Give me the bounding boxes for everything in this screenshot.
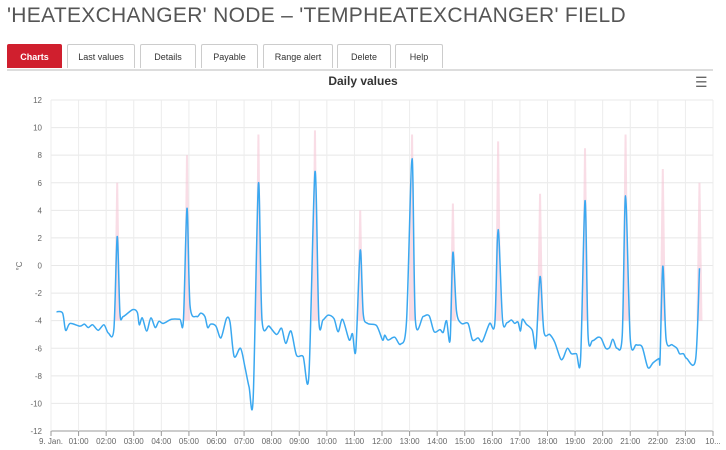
x-tick-label: 03:00: [124, 437, 145, 446]
y-tick-label: -8: [35, 372, 43, 381]
y-tick-label: 10: [33, 124, 42, 133]
tab-delete[interactable]: Delete: [337, 44, 391, 68]
x-tick-label: 10...: [705, 437, 721, 446]
page-title: 'HEATEXCHANGER' NODE – 'TEMPHEATEXCHANGE…: [7, 4, 626, 27]
x-tick-label: 20:00: [593, 437, 614, 446]
range-band: [255, 134, 262, 321]
y-tick-label: 6: [38, 179, 43, 188]
x-tick-label: 15:00: [455, 437, 476, 446]
x-tick-label: 13:00: [400, 437, 421, 446]
x-tick-label: 04:00: [151, 437, 172, 446]
x-tick-label: 10:00: [317, 437, 338, 446]
y-tick-label: -10: [30, 399, 42, 408]
x-tick-label: 18:00: [537, 437, 558, 446]
x-tick-label: 02:00: [96, 437, 117, 446]
tab-charts[interactable]: Charts: [7, 44, 62, 68]
x-tick-label: 01:00: [69, 437, 90, 446]
hamburger-menu-icon[interactable]: ☰: [695, 74, 708, 90]
y-axis-title: °C: [15, 261, 24, 270]
series-line: [56, 157, 701, 411]
y-tick-label: -6: [35, 344, 43, 353]
tab-payable[interactable]: Payable: [201, 44, 258, 68]
x-tick-label: 22:00: [648, 437, 669, 446]
range-band: [696, 182, 703, 321]
y-tick-label: 12: [33, 96, 42, 105]
x-tick-label: 23:00: [675, 437, 696, 446]
x-tick-label: 05:00: [179, 437, 200, 446]
y-tick-label: -12: [30, 427, 42, 436]
range-band: [311, 130, 318, 321]
tab-range-alert[interactable]: Range alert: [263, 44, 333, 68]
x-tick-label: 07:00: [234, 437, 255, 446]
x-tick-label: 19:00: [565, 437, 586, 446]
tab-bar: Charts Last values Details Payable Range…: [7, 44, 713, 71]
x-tick-label: 9. Jan.: [39, 437, 63, 446]
chart-title: Daily values: [328, 74, 398, 88]
x-tick-label: 17:00: [510, 437, 531, 446]
y-tick-label: 0: [38, 262, 43, 271]
y-tick-label: 4: [38, 206, 43, 215]
tab-last-values[interactable]: Last values: [67, 44, 135, 68]
x-tick-label: 06:00: [206, 437, 227, 446]
y-tick-label: -2: [35, 289, 43, 298]
x-tick-label: 21:00: [620, 437, 641, 446]
tab-details[interactable]: Details: [140, 44, 196, 68]
tab-help[interactable]: Help: [395, 44, 443, 68]
y-tick-label: -4: [35, 317, 43, 326]
x-tick-label: 16:00: [482, 437, 503, 446]
x-tick-label: 12:00: [372, 437, 393, 446]
x-tick-label: 14:00: [427, 437, 448, 446]
y-tick-label: 2: [38, 234, 43, 243]
y-tick-label: 8: [38, 151, 43, 160]
x-tick-label: 11:00: [345, 437, 365, 446]
x-tick-label: 08:00: [262, 437, 283, 446]
x-tick-label: 09:00: [289, 437, 310, 446]
